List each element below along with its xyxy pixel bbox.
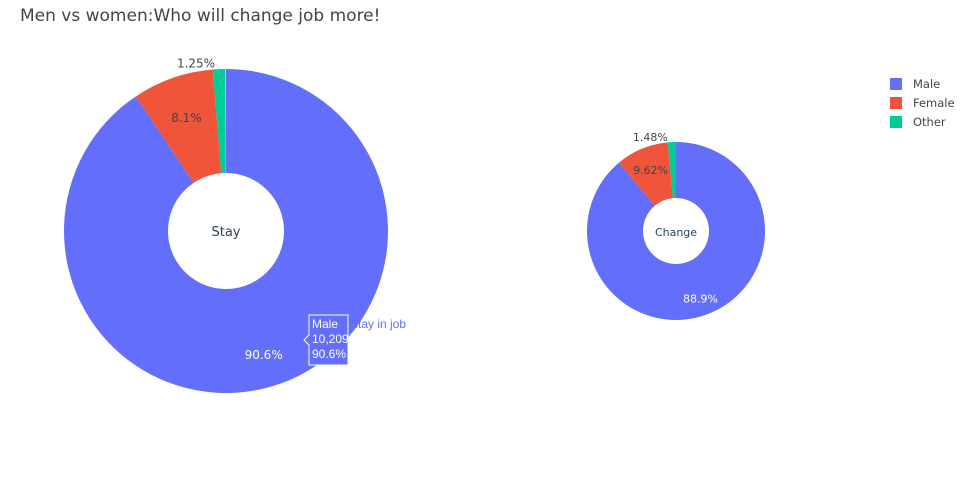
hover-tooltip-line: Male — [312, 317, 338, 331]
legend-item-male[interactable]: Male — [890, 74, 955, 93]
slice-label-change-female: 9.62% — [633, 164, 668, 177]
legend-label-male: Male — [913, 76, 941, 91]
hover-tooltip-box — [303, 314, 349, 366]
chart-title: Men vs women:Who will change job more! — [20, 6, 381, 26]
center-label-change: Change — [655, 226, 697, 239]
legend: Male Female Other — [890, 74, 955, 131]
donut-stay: 90.6% 8.1% 1.25% Stay — [64, 57, 389, 393]
center-label-stay: Stay — [211, 225, 240, 240]
legend-swatch-male — [890, 77, 902, 90]
hover-tooltip-line: 10,209 — [312, 332, 349, 346]
slice-label-stay-female: 8.1% — [171, 111, 202, 125]
legend-item-other[interactable]: Other — [890, 112, 955, 131]
legend-swatch-other — [890, 115, 902, 128]
slice-change-male[interactable] — [587, 142, 765, 320]
slice-change-other[interactable] — [667, 142, 676, 199]
legend-label-other: Other — [913, 114, 946, 129]
hover-tooltip-line: 90.6% — [312, 347, 346, 361]
hover-tooltip-trace-name: stay in job — [352, 317, 406, 331]
legend-item-female[interactable]: Female — [890, 93, 955, 112]
slice-label-stay-male: 90.6% — [245, 348, 283, 362]
slice-label-stay-other: 1.25% — [177, 57, 215, 71]
legend-label-female: Female — [913, 95, 955, 110]
slice-stay-other[interactable] — [212, 69, 226, 174]
slice-stay-female[interactable] — [135, 69, 222, 183]
legend-swatch-female — [890, 96, 902, 109]
slice-label-change-male: 88.9% — [683, 292, 718, 305]
slice-stay-male[interactable] — [64, 69, 389, 393]
slice-change-female[interactable] — [618, 142, 673, 206]
donut-change: 88.9% 9.62% 1.48% Change — [587, 131, 765, 320]
slice-label-change-other: 1.48% — [633, 131, 668, 144]
